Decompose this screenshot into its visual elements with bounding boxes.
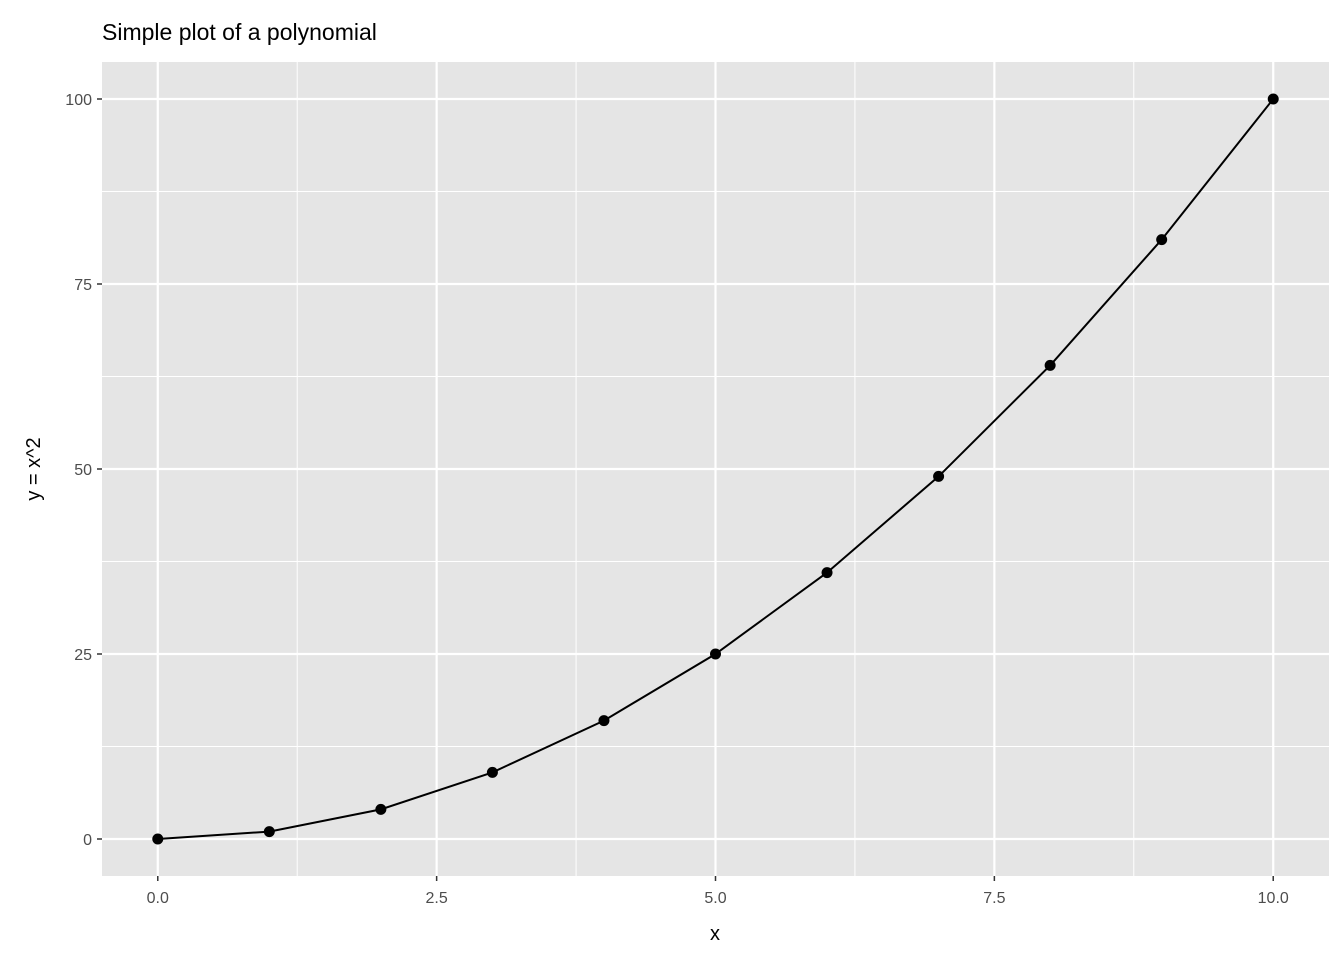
- data-point: [486, 766, 498, 778]
- data-point: [710, 648, 721, 660]
- series-points: [152, 93, 1279, 845]
- axis-ticks: 0.0 2.5 5.0 7.5 10.0 0 25 50 75 100: [65, 92, 1289, 907]
- data-point: [375, 803, 387, 815]
- data-point: [1267, 93, 1279, 105]
- y-tick-label: 75: [74, 277, 92, 294]
- y-tick-label: 100: [65, 92, 92, 109]
- data-point: [1044, 359, 1056, 371]
- x-tick-label: 5.0: [704, 890, 726, 907]
- x-tick-label: 0.0: [147, 890, 169, 907]
- data-point: [152, 833, 164, 845]
- x-tick-label: 10.0: [1258, 890, 1289, 907]
- data-point: [933, 470, 945, 482]
- data-point: [263, 826, 275, 838]
- y-axis-title: y = x^2: [23, 437, 45, 500]
- x-tick-label: 7.5: [983, 890, 1005, 907]
- x-tick-label: 2.5: [426, 890, 448, 907]
- data-point: [821, 567, 833, 579]
- data-point: [598, 715, 610, 727]
- y-tick-label: 50: [74, 462, 92, 479]
- data-point: [1156, 234, 1168, 246]
- y-tick-label: 25: [74, 647, 92, 664]
- chart-title: Simple plot of a polynomial: [102, 19, 377, 45]
- x-axis-title: x: [710, 923, 720, 945]
- y-tick-label: 0: [83, 832, 92, 849]
